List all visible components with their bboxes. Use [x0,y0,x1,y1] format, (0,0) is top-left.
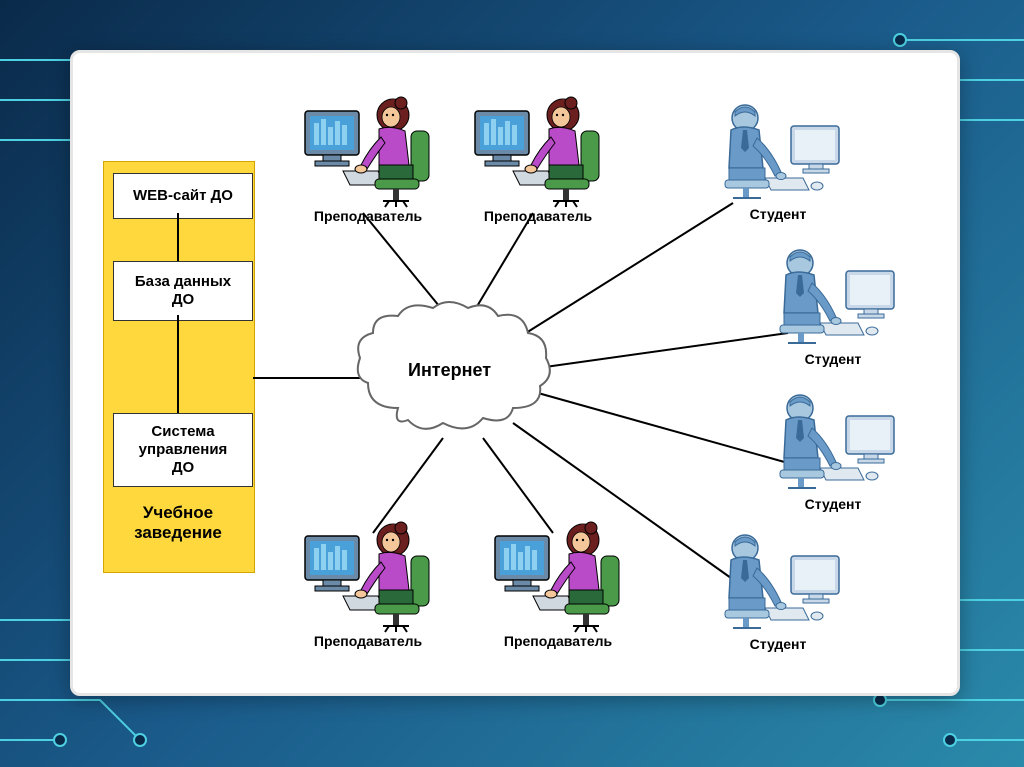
teacher-icon [303,518,433,633]
slide-background: WEB-сайт ДО База данных ДО Система управ… [0,0,1024,767]
teacher-node-2: Преподаватель [473,93,603,208]
teacher-icon [493,518,623,633]
teacher-label-4: Преподаватель [493,633,623,649]
teacher-label-3: Преподаватель [303,633,433,649]
teacher-node-4: Преподаватель [493,518,623,633]
teacher-icon [473,93,603,208]
student-node-2: Студент [768,243,898,353]
student-icon [713,528,843,638]
teacher-icon [303,93,433,208]
student-node-3: Студент [768,388,898,498]
student-label-3: Студент [783,496,883,512]
student-icon [768,388,898,498]
student-icon [768,243,898,353]
teacher-node-1: Преподаватель [303,93,433,208]
student-node-4: Студент [713,528,843,638]
teacher-label-1: Преподаватель [303,208,433,224]
student-node-1: Студент [713,98,843,208]
diagram-card: WEB-сайт ДО База данных ДО Система управ… [70,50,960,696]
student-label-4: Студент [728,636,828,652]
student-label-2: Студент [783,351,883,367]
teacher-node-3: Преподаватель [303,518,433,633]
cloud-label: Интернет [408,360,491,381]
internet-cloud: Интернет [348,298,558,448]
teacher-label-2: Преподаватель [473,208,603,224]
student-label-1: Студент [728,206,828,222]
student-icon [713,98,843,208]
